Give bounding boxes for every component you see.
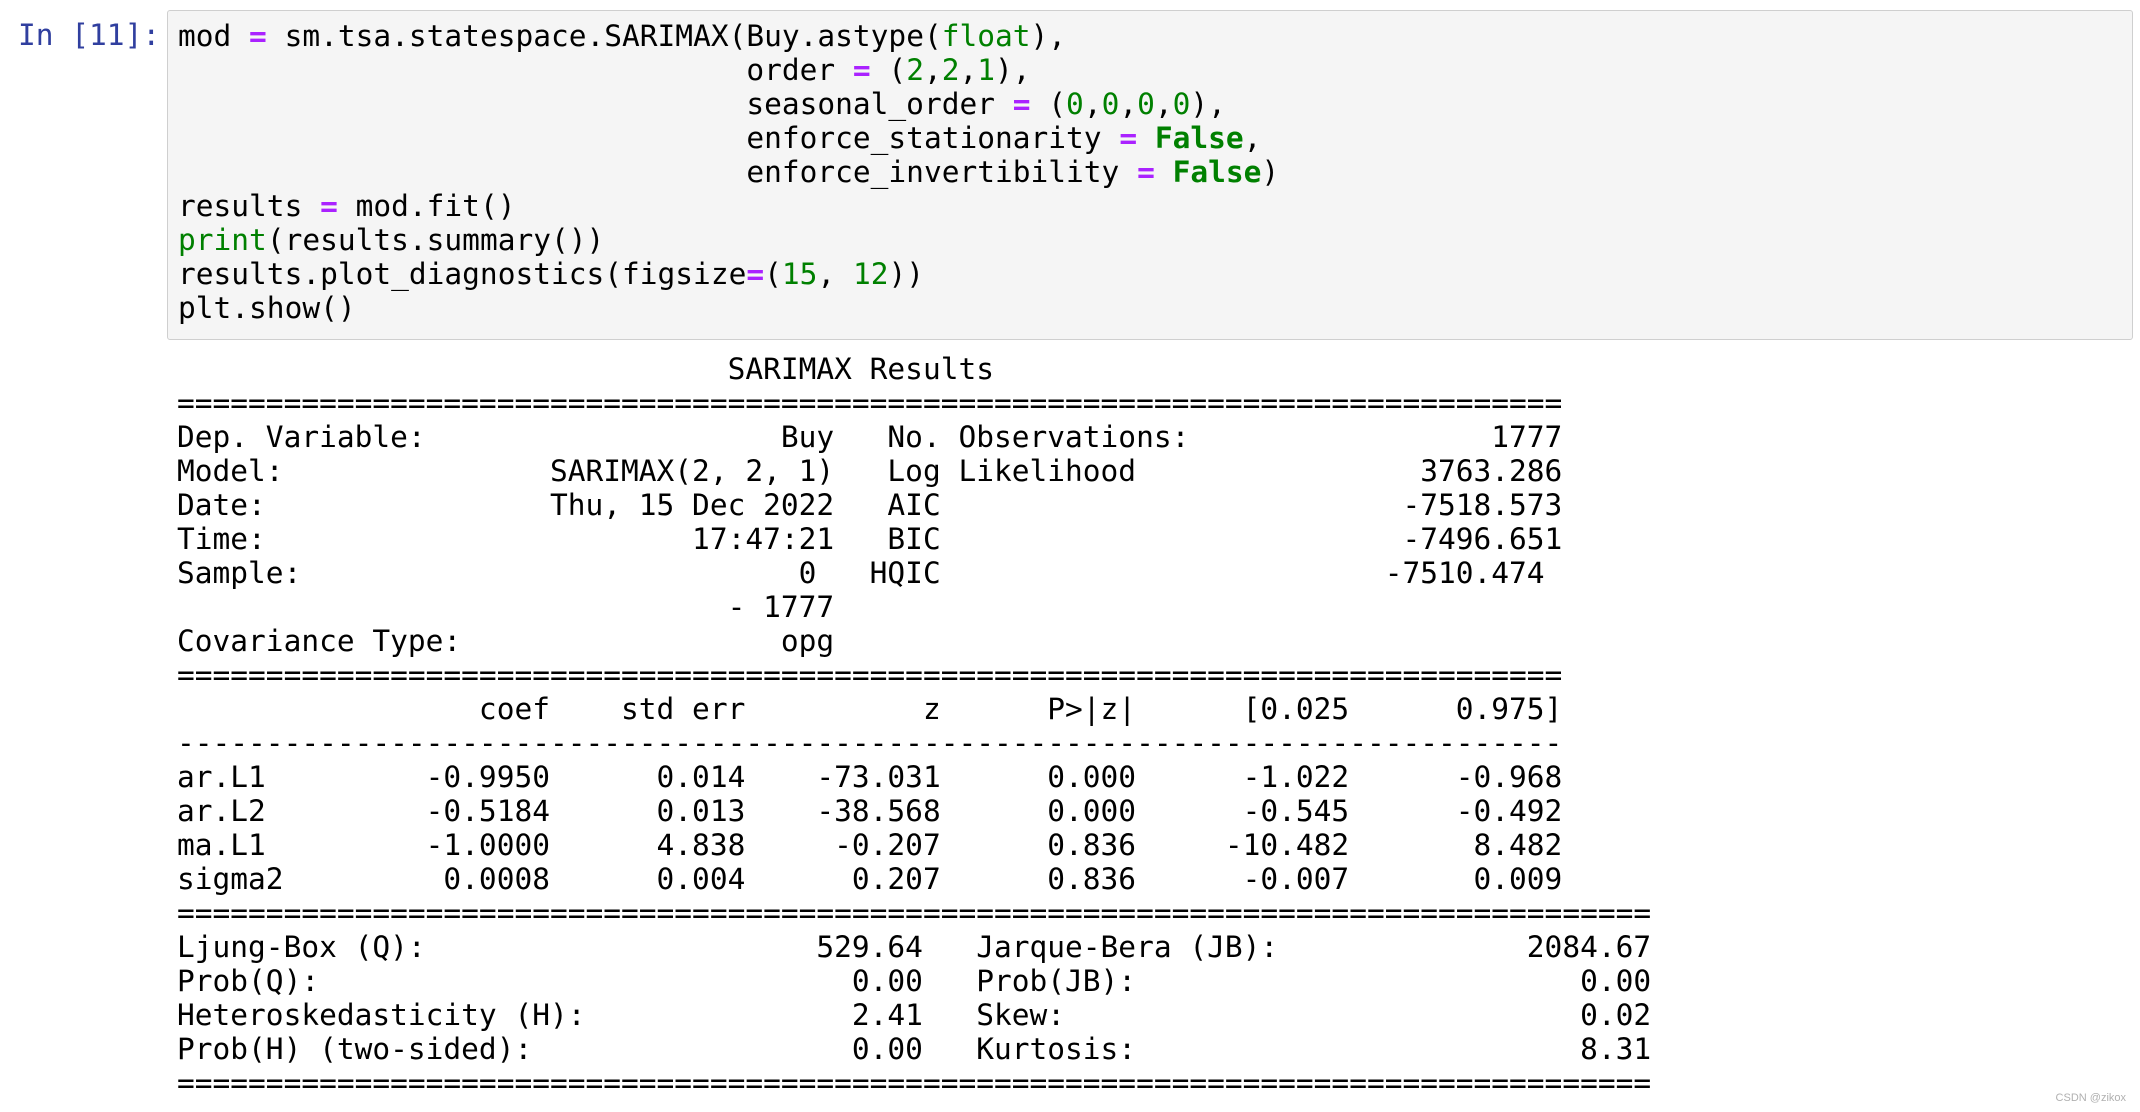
output-line: Date: Thu, 15 Dec 2022 AIC -7518.573	[177, 488, 1563, 522]
code-token: False	[1154, 121, 1244, 155]
code-token: False	[1172, 155, 1262, 189]
output-line: ========================================…	[177, 386, 1563, 420]
code-token	[1155, 155, 1173, 189]
code-token: 2	[906, 53, 924, 87]
output-line: Heteroskedasticity (H): 2.41 Skew: 0.02	[177, 998, 1652, 1032]
code-token: =	[1012, 87, 1031, 121]
code-token: 1	[977, 53, 996, 87]
code-line: plt.show()	[178, 291, 1279, 325]
code-token: plt.show()	[178, 291, 356, 325]
output-line: Model: SARIMAX(2, 2, 1) Log Likelihood 3…	[177, 454, 1563, 488]
code-token: 0	[1172, 87, 1191, 121]
output-line: ========================================…	[177, 658, 1563, 692]
output-line: Dep. Variable: Buy No. Observations: 177…	[177, 420, 1563, 454]
code-token: =	[1137, 155, 1155, 189]
code-token: ,	[1154, 87, 1173, 121]
code-line: mod = sm.tsa.statespace.SARIMAX(Buy.asty…	[178, 19, 1279, 53]
code-token: 12	[852, 257, 889, 291]
output-line: coef std err z P>|z| [0.025 0.975]	[177, 692, 1563, 726]
output-line: ma.L1 -1.0000 4.838 -0.207 0.836 -10.482…	[177, 828, 1563, 862]
code-token: ,	[817, 257, 853, 291]
output-line: SARIMAX Results	[177, 352, 1563, 386]
code-token: (	[764, 257, 782, 291]
output-line: Ljung-Box (Q): 529.64 Jarque-Bera (JB): …	[177, 930, 1652, 964]
output-line: ----------------------------------------…	[177, 726, 1563, 760]
output-line: ========================================…	[177, 1066, 1652, 1100]
output-line: ========================================…	[177, 896, 1652, 930]
cell-prompt: In [11]:	[18, 18, 161, 52]
code-token: seasonal_order	[178, 87, 1013, 121]
code-editor[interactable]: mod = sm.tsa.statespace.SARIMAX(Buy.asty…	[178, 19, 1279, 325]
code-token: order	[178, 53, 853, 87]
code-line: order = (2,2,1),	[178, 53, 1279, 87]
code-token: ,	[959, 53, 978, 87]
output-line: Prob(Q): 0.00 Prob(JB): 0.00	[177, 964, 1652, 998]
code-token: ))	[888, 257, 924, 291]
code-token: ,	[1119, 87, 1138, 121]
code-token: =	[320, 189, 338, 223]
code-line: results.plot_diagnostics(figsize=(15, 12…	[178, 257, 1279, 291]
code-token	[1137, 121, 1155, 155]
code-token: ,	[1243, 121, 1262, 155]
code-token: (	[1030, 87, 1067, 121]
output-line: Sample: 0 HQIC -7510.474	[177, 556, 1545, 590]
code-token: 2	[941, 53, 960, 87]
code-token: results.plot_diagnostics(figsize	[178, 257, 747, 291]
code-cell-input[interactable]: mod = sm.tsa.statespace.SARIMAX(Buy.asty…	[167, 10, 2133, 340]
output-line: ar.L1 -0.9950 0.014 -73.031 0.000 -1.022…	[177, 760, 1563, 794]
code-token: =	[746, 257, 765, 291]
code-token: mod	[178, 19, 250, 53]
output-line: sigma2 0.0008 0.004 0.207 0.836 -0.007 0…	[177, 862, 1563, 896]
code-token: enforce_stationarity	[178, 121, 1120, 155]
code-token: (	[870, 53, 907, 87]
output-line: Time: 17:47:21 BIC -7496.651	[177, 522, 1563, 556]
code-line: enforce_invertibility = False)	[178, 155, 1279, 189]
code-token: ),	[1030, 19, 1067, 53]
code-token: =	[852, 53, 871, 87]
code-token: ),	[1190, 87, 1226, 121]
code-line: results = mod.fit()	[178, 189, 1279, 223]
code-token: (results.summary())	[266, 223, 605, 257]
code-line: seasonal_order = (0,0,0,0),	[178, 87, 1279, 121]
code-token: ),	[995, 53, 1031, 87]
output-line: ar.L2 -0.5184 0.013 -38.568 0.000 -0.545…	[177, 794, 1563, 828]
code-token: )	[1261, 155, 1280, 189]
code-token: ,	[923, 53, 942, 87]
code-token: =	[1119, 121, 1138, 155]
code-token: 0	[1137, 87, 1155, 121]
code-token: float	[941, 19, 1031, 53]
output-line: Prob(H) (two-sided): 0.00 Kurtosis: 8.31	[177, 1032, 1652, 1066]
code-token: =	[249, 19, 267, 53]
code-token: 0	[1101, 87, 1120, 121]
cell-output: SARIMAX Results ========================…	[177, 352, 1651, 1100]
code-token: enforce_invertibility	[178, 155, 1138, 189]
code-token: 0	[1066, 87, 1084, 121]
code-token: print	[178, 223, 267, 257]
watermark-text: CSDN @zikox	[2055, 1092, 2126, 1104]
code-line: enforce_stationarity = False,	[178, 121, 1279, 155]
code-token: mod.fit()	[337, 189, 516, 223]
code-line: print(results.summary())	[178, 223, 1279, 257]
code-token: results	[178, 189, 321, 223]
code-token: ,	[1083, 87, 1102, 121]
code-token: 15	[781, 257, 818, 291]
output-line: - 1777	[177, 590, 1563, 624]
output-line: Covariance Type: opg	[177, 624, 1563, 658]
code-token: sm.tsa.statespace.SARIMAX(Buy.astype(	[266, 19, 942, 53]
